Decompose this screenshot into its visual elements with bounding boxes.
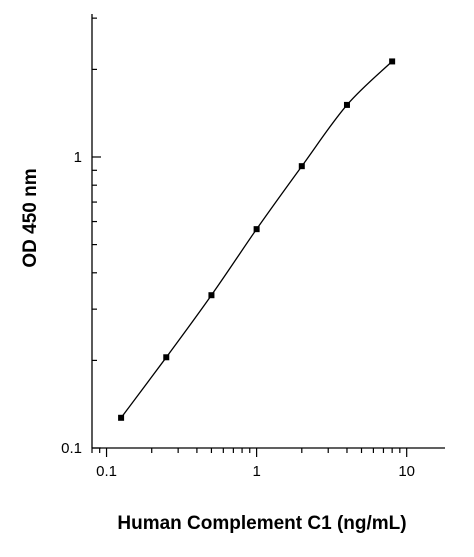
y-tick-label: 1 [74, 149, 82, 166]
tick-labels: 0.1 1 10 0.1 1 [61, 149, 415, 480]
data-point [208, 292, 215, 299]
ticks [91, 17, 408, 457]
series [118, 58, 396, 421]
x-tick-label: 1 [252, 463, 260, 480]
data-point [118, 414, 125, 421]
y-axis-title: OD 450 nm [20, 168, 41, 267]
data-point [298, 163, 305, 170]
x-tick-label: 10 [398, 463, 415, 480]
x-axis-title: Human Complement C1 (ng/mL) [117, 513, 406, 534]
data-point [253, 226, 260, 233]
series-line [120, 60, 393, 419]
data-point [163, 354, 170, 361]
data-point [389, 58, 396, 65]
data-point [343, 101, 350, 108]
y-tick-label: 0.1 [61, 440, 82, 457]
x-tick-label: 0.1 [96, 463, 117, 480]
